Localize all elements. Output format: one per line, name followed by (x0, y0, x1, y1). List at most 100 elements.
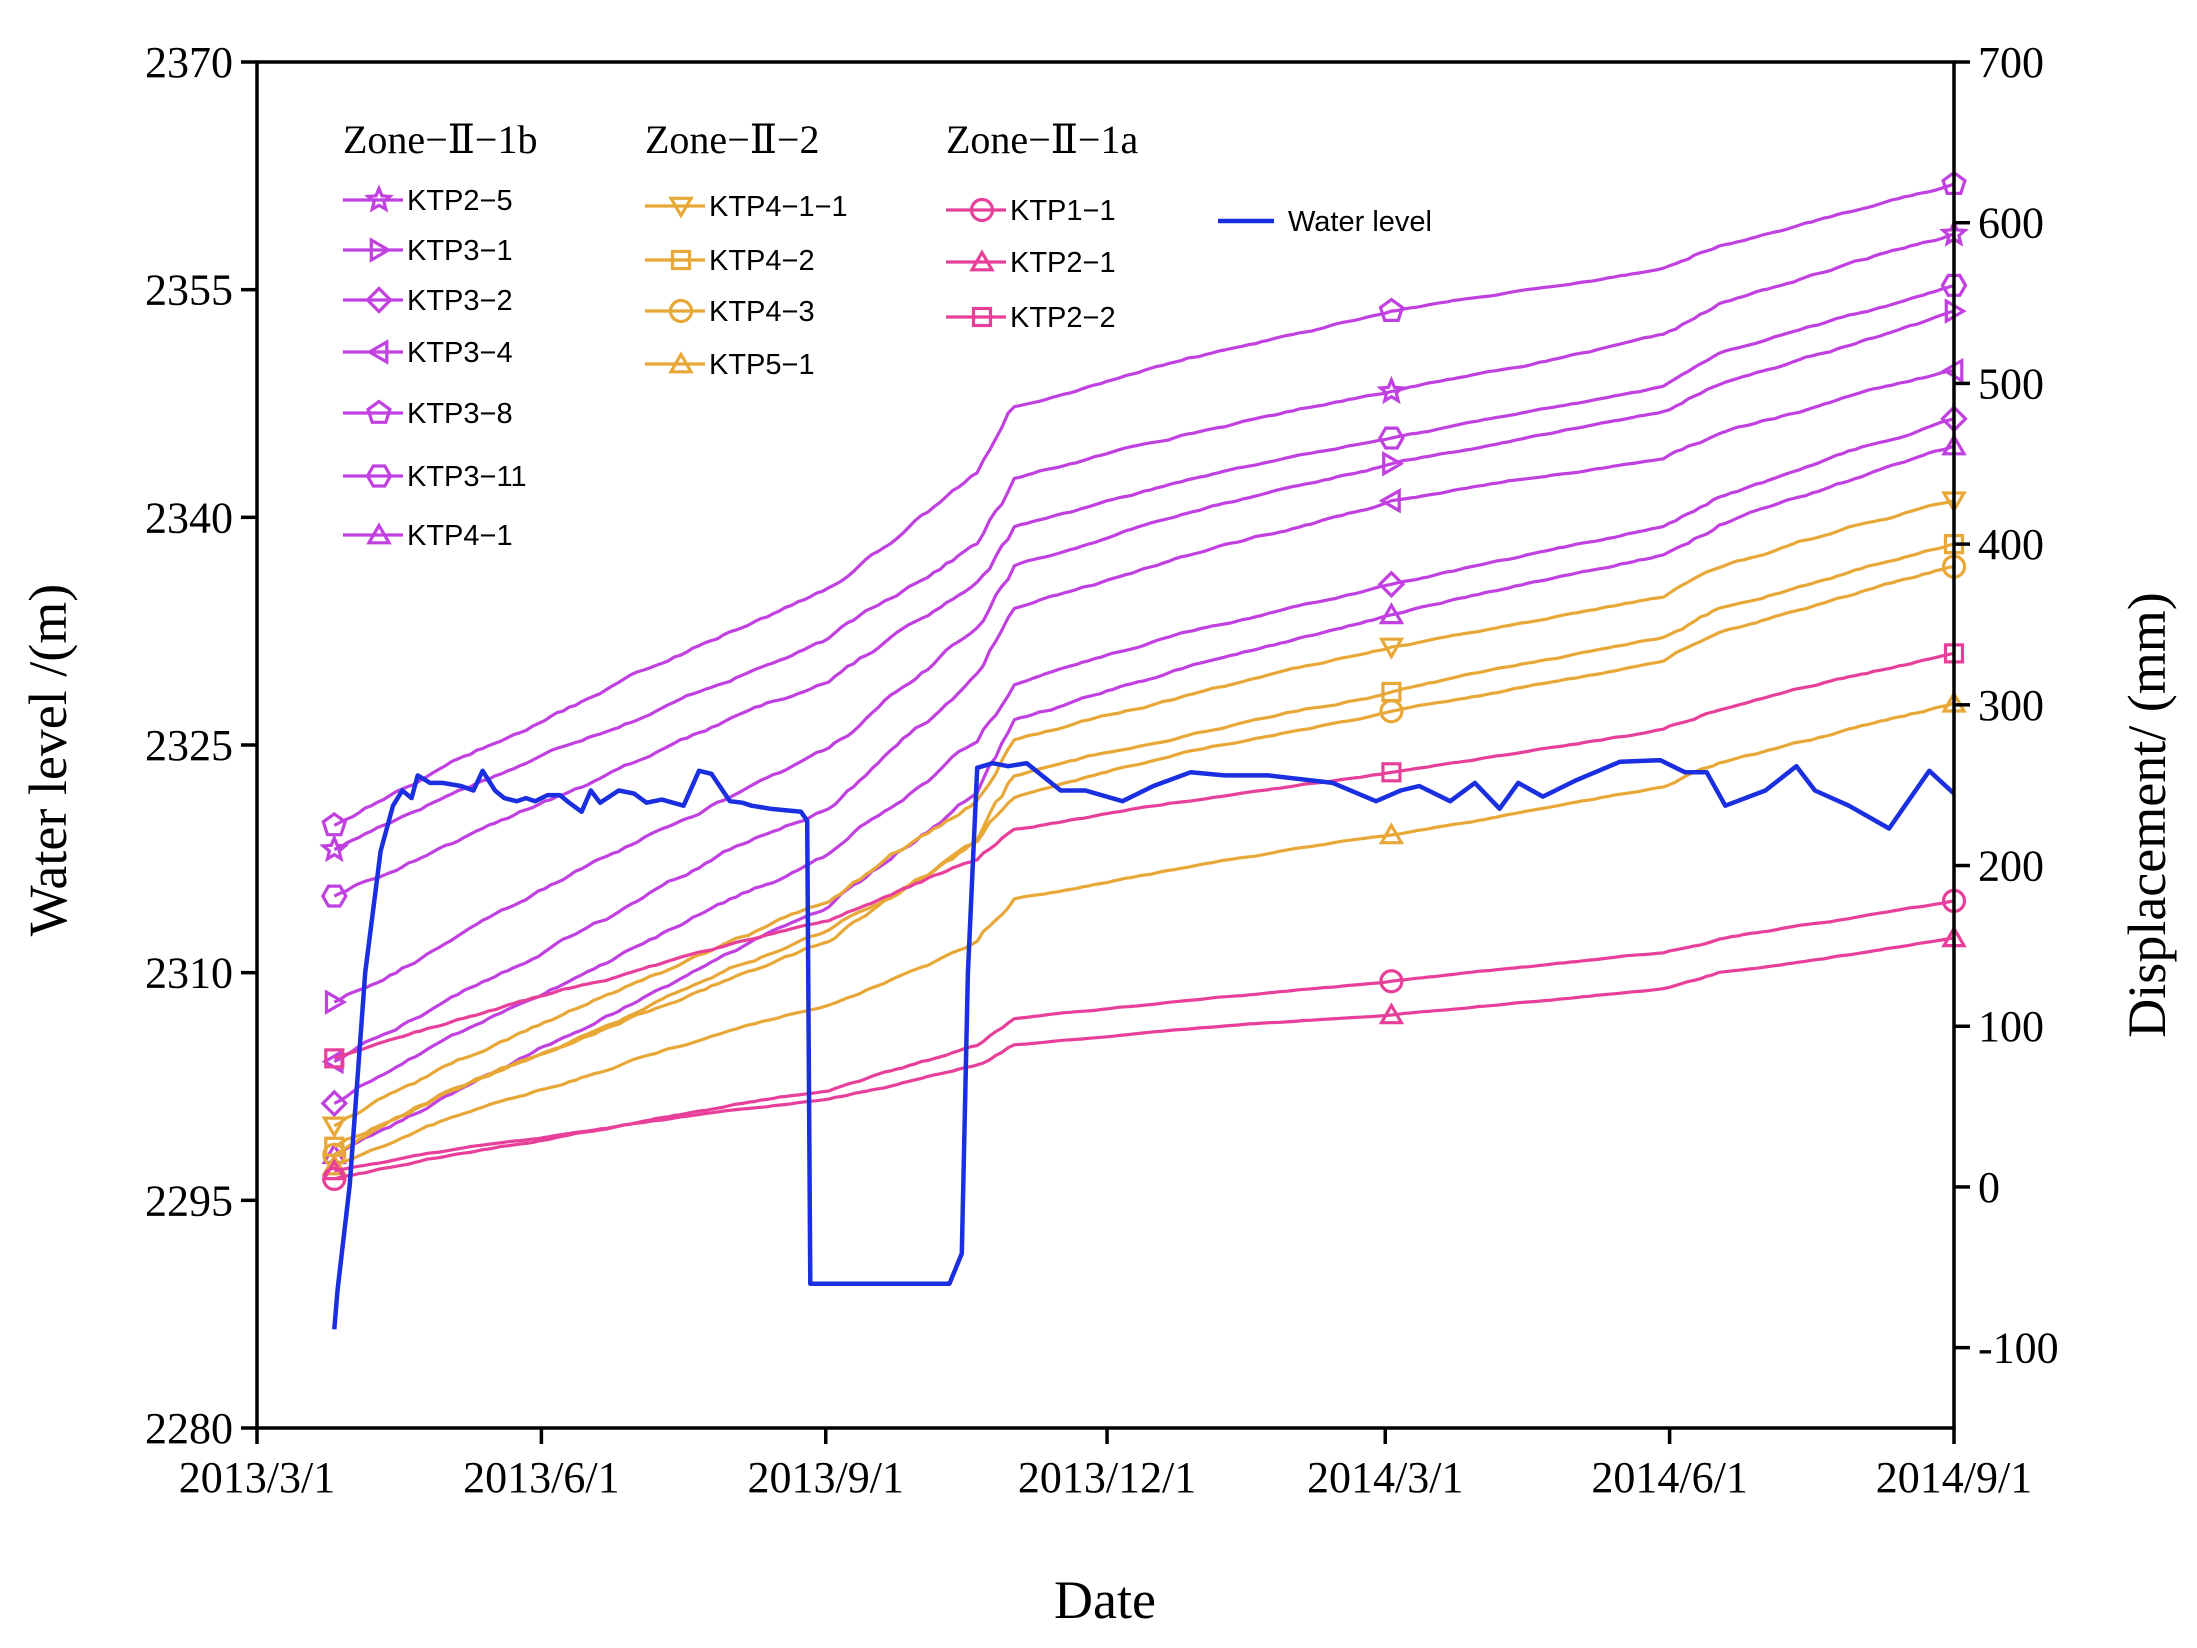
series-line-ktp3-1 (333, 309, 1955, 1004)
series-line-ktp4-1-1 (333, 499, 1955, 1128)
data-point-ktp4-1-1-1 (1378, 637, 1405, 660)
legend-item-ktp3-8: KTP3−8 (343, 398, 513, 430)
legend-label: KTP3−1 (407, 235, 513, 267)
legend-marker (668, 298, 694, 324)
water-level-line (332, 757, 1956, 1330)
data-point-ktp3-2-1 (1377, 570, 1406, 599)
legend-label: KTP3−2 (407, 285, 513, 317)
data-point-ktp4-3-1 (1379, 699, 1404, 724)
data-point-ktp5-1-0 (321, 1153, 347, 1176)
data-point-ktp3-11-0 (320, 884, 348, 908)
legend-marker (969, 249, 995, 272)
legend-marker (668, 196, 694, 219)
legend-item-ktp3-2: KTP3−2 (343, 285, 513, 317)
series-ktp3-2 (320, 405, 1968, 1118)
series-line-ktp4-3 (333, 565, 1955, 1157)
series-line-ktp2-2 (333, 651, 1955, 1060)
legend-marker (670, 249, 692, 271)
right-y-axis-title: Displacement/ (mm) (2117, 592, 2177, 1037)
x-tick-label: 2013/9/1 (748, 1453, 904, 1502)
right-y-tick-label: 300 (1978, 681, 2044, 730)
legend-item-ktp2-5: KTP2−5 (343, 184, 513, 217)
legend-item-ktp4-1-1: KTP4−1−1 (645, 191, 848, 223)
legend-label: KTP5−1 (709, 349, 815, 381)
legend-group-title: Zone−Ⅱ−1a (946, 117, 1138, 162)
right-y-tick-label: 200 (1978, 842, 2044, 891)
legend-item-ktp2-1: KTP2−1 (946, 247, 1116, 279)
x-tick-label: 2013/3/1 (179, 1453, 335, 1502)
x-tick-label: 2014/9/1 (1876, 1453, 2032, 1502)
legend-marker (366, 399, 392, 424)
right-y-tick-label: 400 (1978, 520, 2044, 569)
legend-item-ktp1-1: KTP1−1 (946, 195, 1116, 227)
data-point-ktp2-2-1 (1381, 762, 1402, 783)
legend-label: KTP3−8 (407, 398, 513, 430)
legend-label: KTP1−1 (1010, 195, 1116, 227)
legend-marker (668, 351, 694, 374)
left-y-tick-label: 2310 (145, 949, 233, 998)
series-line-ktp4-2 (333, 542, 1955, 1149)
legend-item-ktp3-4: KTP3−4 (343, 337, 513, 369)
series-line-ktp2-1 (333, 936, 1955, 1173)
legend-marker (366, 339, 389, 365)
left-y-tick-label: 2295 (145, 1176, 233, 1225)
data-point-ktp3-1-0 (324, 989, 348, 1015)
left-y-tick-label: 2340 (145, 493, 233, 542)
data-point-ktp3-8-0 (321, 811, 348, 837)
right-y-tick-label: 100 (1978, 1002, 2044, 1051)
legend-item-ktp3-1: KTP3−1 (343, 235, 513, 267)
data-point-ktp3-11-2 (1940, 273, 1968, 297)
left-y-tick-label: 2280 (145, 1404, 233, 1453)
left-y-tick-label: 2355 (145, 266, 233, 315)
data-point-ktp2-2-0 (324, 1048, 345, 1069)
legend-label: KTP4−1−1 (709, 191, 848, 223)
legend: Zone−Ⅱ−1b KTP2−5 KTP3−1 KTP3−2 KTP3−4 KTP3−8 K… (343, 117, 1432, 552)
legend-marker (366, 522, 392, 545)
right-y-tick-label: 0 (1978, 1163, 2000, 1212)
series-ktp3-11 (320, 273, 1968, 908)
x-tick-label: 2013/6/1 (463, 1453, 619, 1502)
right-y-tick-label: -100 (1978, 1324, 2059, 1373)
data-point-ktp5-1-1 (1378, 822, 1405, 845)
series-line-ktp5-1 (333, 701, 1955, 1168)
right-y-tick-label: 700 (1978, 38, 2044, 87)
data-point-ktp3-8-1 (1378, 297, 1405, 322)
x-tick-label: 2014/3/1 (1307, 1453, 1463, 1502)
legend-item-ktp2-2: KTP2−2 (946, 302, 1116, 334)
legend-label: KTP3−11 (407, 461, 527, 493)
series-layer (319, 170, 1969, 1330)
data-point-ktp4-1-1 (1378, 602, 1405, 625)
legend-marker (365, 286, 393, 314)
legend-marker (364, 184, 394, 213)
legend-marker (969, 197, 995, 223)
x-tick-label: 2014/6/1 (1591, 1453, 1747, 1502)
x-axis-title: Date (1054, 1570, 1156, 1630)
x-tick-label: 2013/12/1 (1018, 1453, 1196, 1502)
legend-marker (971, 306, 993, 328)
legend-group-title: Zone−Ⅱ−2 (645, 117, 820, 162)
series-line-ktp3-2 (333, 417, 1955, 1105)
data-point-ktp3-11-1 (1378, 426, 1405, 450)
legend-label: KTP3−4 (407, 337, 513, 369)
legend-item-ktp4-2: KTP4−2 (645, 245, 815, 277)
left-y-tick-label: 2370 (145, 38, 233, 87)
series-water-level (332, 757, 1956, 1330)
legend-item-ktp5-1: KTP5−1 (645, 349, 815, 381)
right-y-tick-label: 500 (1978, 359, 2044, 408)
series-ktp4-1-1 (321, 491, 1967, 1139)
legend-label: KTP4−3 (709, 296, 815, 328)
series-ktp5-1 (321, 690, 1967, 1176)
series-line-ktp3-8 (333, 182, 1955, 827)
data-point-ktp3-1-1 (1382, 451, 1405, 477)
data-point-ktp2-1-0 (321, 1158, 347, 1181)
data-point-ktp2-1-1 (1378, 1002, 1405, 1025)
right-y-tick-label: 600 (1978, 199, 2044, 248)
series-line-ktp3-11 (333, 283, 1955, 898)
data-point-ktp2-5-0 (319, 833, 350, 863)
data-point-ktp1-1-1 (1379, 969, 1404, 994)
left-y-tick-label: 2325 (145, 721, 233, 770)
data-point-ktp2-5-1 (1376, 375, 1407, 405)
legend-marker (365, 464, 393, 488)
legend-label: Water level (1288, 206, 1432, 238)
